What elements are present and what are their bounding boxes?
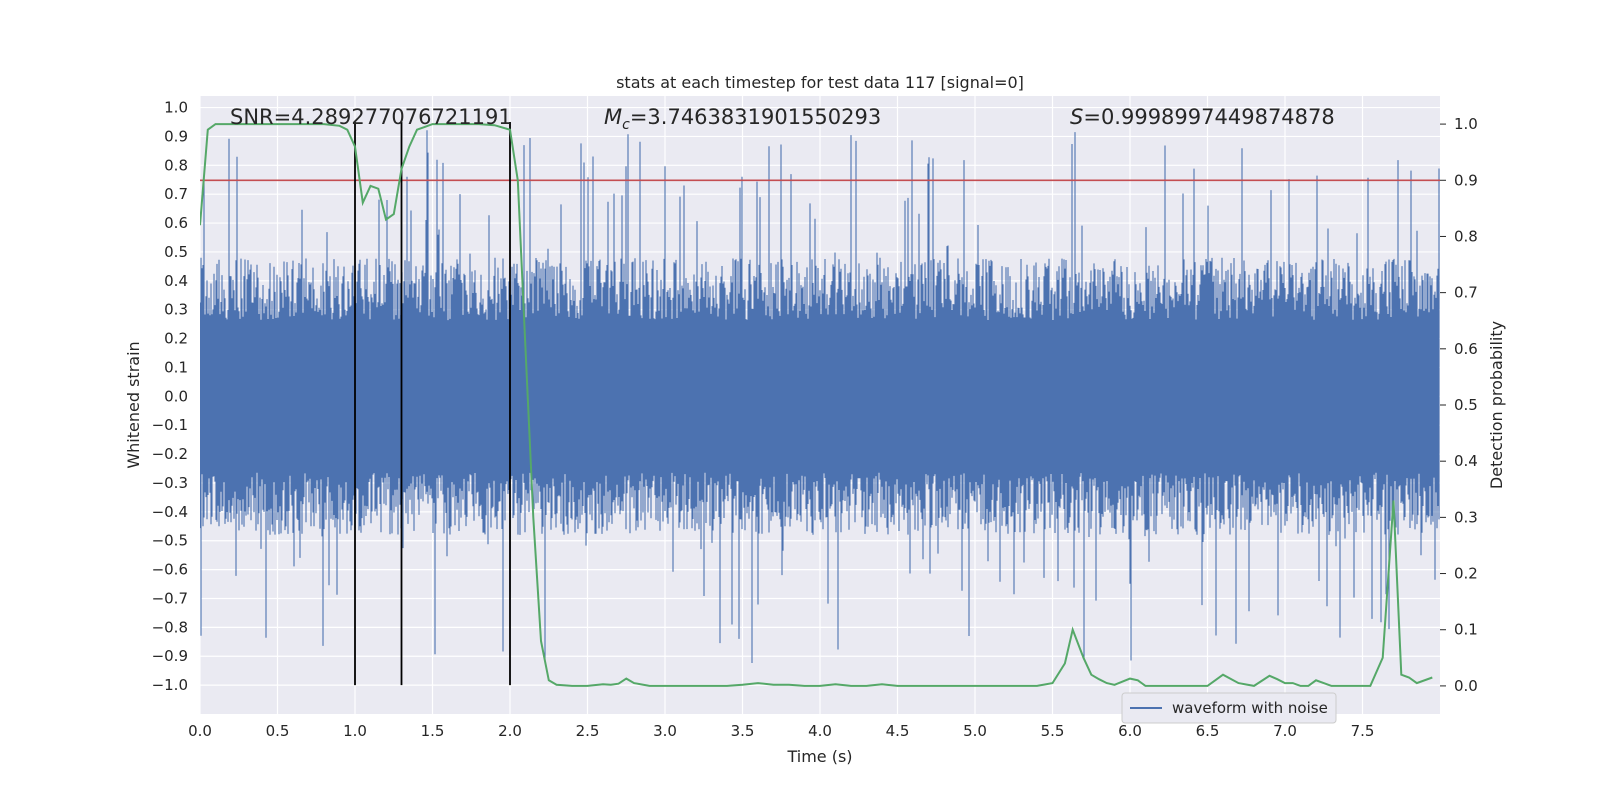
y-tick-label: −0.1 [152, 416, 188, 434]
x-tick-label: 0.5 [266, 722, 290, 740]
y-tick-label: −0.3 [152, 474, 188, 492]
y2-tick-label: 1.0 [1454, 115, 1478, 133]
x-tick-label: 7.5 [1351, 722, 1375, 740]
y-tick-label: −0.5 [152, 532, 188, 550]
y-tick-label: 0.0 [164, 387, 188, 405]
y-axis-label: Whitened strain [124, 341, 143, 468]
y2-tick-label: 0.3 [1454, 508, 1478, 526]
x-tick-label: 2.0 [498, 722, 522, 740]
y-tick-label: −0.7 [152, 589, 188, 607]
x-tick-label: 0.0 [188, 722, 212, 740]
chirp-mass-value: =3.7463831901550293 [630, 105, 881, 129]
y2-tick-label: 0.7 [1454, 284, 1478, 302]
y2-tick-label: 0.5 [1454, 396, 1478, 414]
y2-tick-label: 0.9 [1454, 171, 1478, 189]
legend-box [1121, 692, 1337, 724]
overlays [200, 121, 1440, 687]
y-tick-label: −0.6 [152, 561, 188, 579]
score-value: =0.9998997449874878 [1083, 105, 1334, 129]
x-axis-ticks: 0.0 0.5 1.0 1.5 2.0 2.5 3.0 3.5 4.0 4.5 5.0 5.5 6.0 6… [188, 722, 1374, 740]
chart-title: stats at each timestep for test data 117… [616, 73, 1024, 92]
y2-tick-label: 0.2 [1454, 565, 1478, 583]
y2-axis-label: Detection probability [1487, 321, 1506, 489]
y-tick-label: 1.0 [164, 99, 188, 117]
x-tick-label: 7.0 [1273, 722, 1297, 740]
y2-axis-ticks: 1.0 0.9 0.8 0.7 0.6 0.5 0.4 0.3 0.2 0.1 0.0 [1440, 115, 1478, 695]
x-axis-label: Time (s) [786, 747, 852, 766]
y2-tick-label: 0.0 [1454, 677, 1478, 695]
x-tick-label: 6.5 [1196, 722, 1220, 740]
x-tick-label: 3.5 [731, 722, 755, 740]
x-tick-label: 4.0 [808, 722, 832, 740]
chirp-mass-annotation: Mc=3.7463831901550293 [604, 105, 881, 133]
y-tick-label: 0.8 [164, 156, 188, 174]
y2-tick-label: 0.8 [1454, 227, 1478, 245]
y2-tick-label: 0.1 [1454, 621, 1478, 639]
x-tick-label: 5.5 [1041, 722, 1065, 740]
y-tick-label: 0.1 [164, 358, 188, 376]
waveform-line [200, 130, 1440, 663]
y-tick-label: −0.2 [152, 445, 188, 463]
x-tick-label: 1.5 [421, 722, 445, 740]
y-tick-label: 0.4 [164, 272, 188, 290]
y-tick-label: −0.4 [152, 503, 188, 521]
y-tick-label: 0.6 [164, 214, 188, 232]
x-tick-label: 2.5 [576, 722, 600, 740]
y2-tick-label: 0.6 [1454, 340, 1478, 358]
x-tick-label: 3.0 [653, 722, 677, 740]
y-tick-label: 0.3 [164, 301, 188, 319]
y-tick-label: 0.2 [164, 330, 188, 348]
y-tick-label: 0.7 [164, 185, 188, 203]
y-tick-label: 0.9 [164, 127, 188, 145]
waveform-series [200, 130, 1440, 663]
y-tick-label: −0.9 [152, 647, 188, 665]
y-axis-ticks: 1.0 0.9 0.8 0.7 0.6 0.5 0.4 0.3 0.2 0.1 0.0 −0.1 −0.… [152, 99, 188, 695]
y2-tick-label: 0.4 [1454, 452, 1478, 470]
score-annotation: S=0.9998997449874878 [1070, 105, 1335, 129]
y-tick-label: −0.8 [152, 618, 188, 636]
x-tick-label: 5.0 [963, 722, 987, 740]
x-tick-label: 6.0 [1118, 722, 1142, 740]
detection-probability-line [200, 123, 1433, 687]
y-tick-label: 0.5 [164, 243, 188, 261]
legend-label: waveform with noise [1172, 699, 1328, 717]
x-tick-label: 4.5 [886, 722, 910, 740]
legend: waveform with noise [1121, 692, 1337, 724]
y-tick-label: −1.0 [152, 676, 188, 694]
snr-annotation: SNR=4.289277076721191 [230, 105, 512, 129]
x-tick-label: 1.0 [343, 722, 367, 740]
